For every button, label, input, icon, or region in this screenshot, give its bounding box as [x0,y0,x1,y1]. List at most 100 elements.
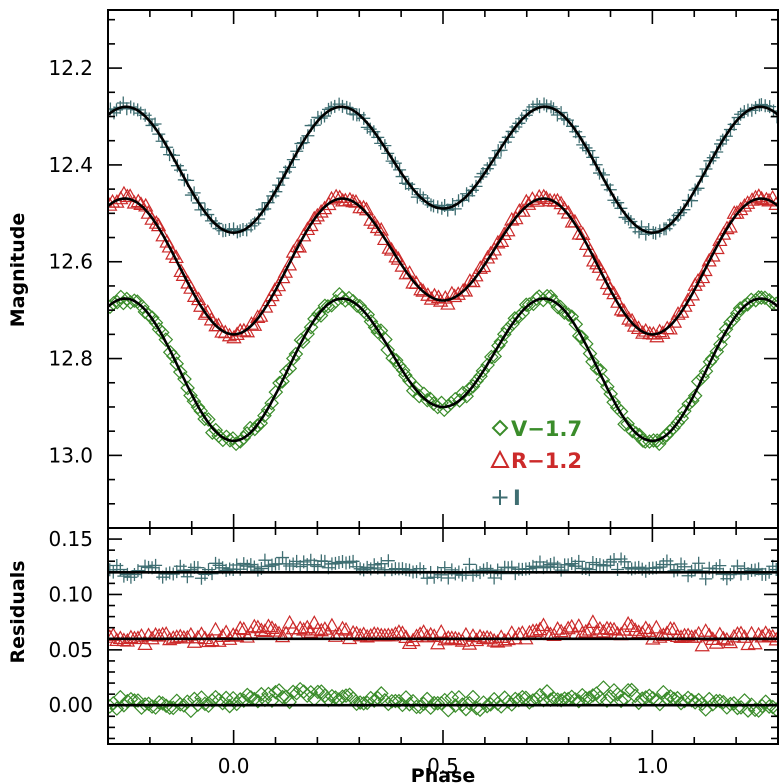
residual-point [680,627,696,642]
data-point [397,367,413,383]
residual-point [533,555,547,569]
residual-point [504,697,520,712]
residual-point [540,559,554,573]
residual-point [289,685,305,701]
residual-point [455,697,470,712]
residual-point [215,695,230,711]
residual-point [699,572,713,586]
residual-point [565,557,579,571]
data-point [205,425,220,440]
data-point [422,391,438,407]
data-point [281,256,298,271]
data-point [561,307,576,322]
data-point [690,273,706,287]
residual-point [483,697,498,712]
residual-point [403,563,416,577]
residual-point [708,635,724,649]
data-point [291,238,308,253]
residual-point [593,558,607,572]
residual-point [310,684,326,700]
data-point [465,378,481,394]
residual-point [285,684,301,700]
residual-point [281,614,298,629]
residual-point [578,623,594,638]
residual-point [614,552,628,566]
data-point [108,299,118,315]
residual-point [433,695,449,711]
residual-point [553,692,569,708]
data-point [295,334,311,349]
residual-point [321,692,336,708]
data-point [659,428,674,443]
residual-point [200,633,217,648]
data-point [390,250,407,265]
residual-point [748,563,762,577]
data-point [486,241,503,256]
residual-point [539,684,555,699]
residual-point [671,563,684,577]
residual-point [751,703,766,718]
data-point [500,321,516,337]
residual-point [624,682,640,698]
residual-point [571,693,587,709]
data-point [250,418,265,433]
data-point [469,373,484,389]
residual-point [595,623,612,638]
residual-point [296,621,312,636]
data-point [268,384,284,400]
data-point [610,294,626,308]
data-point [270,277,287,292]
y-tick-label: 12.2 [48,56,93,80]
data-point [591,259,607,273]
legend-marker-diamond [491,419,509,437]
residual-point [461,636,478,650]
data-point [582,243,598,257]
data-point [313,308,329,323]
residual-point [179,629,196,644]
residual-point [339,556,353,570]
residual-point [726,628,742,643]
model-curve-V-1.7 [108,297,778,443]
residual-point [384,627,400,642]
data-point [568,316,584,332]
residual-point [585,614,601,628]
data-point [666,313,683,328]
residual-point [522,695,537,710]
light-curve-panel: 12.2 12.4 12.6 12.8 13.0 Magnitude V−1.7… [7,9,779,529]
data-point [225,431,241,446]
data-point [165,245,181,260]
residual-point [119,632,136,647]
residual-point [613,693,629,709]
data-point [617,416,632,432]
residual-point [487,571,501,585]
data-point [718,321,734,337]
data-point [491,338,506,354]
light-curve-data [108,96,778,452]
data-point [332,189,348,204]
residual-point [572,554,586,568]
residual-point [765,628,778,643]
data-point [694,269,711,284]
residual-point [176,698,192,713]
residual-point [149,558,163,572]
data-point [169,356,185,372]
data-point [684,393,700,409]
residual-point [618,555,632,569]
data-point [500,222,516,237]
residual-point [416,696,431,712]
data-point [695,369,711,385]
data-point [158,332,174,347]
data-point [148,315,164,331]
data-point [313,203,329,218]
residual-point [127,693,142,708]
residual-point [244,558,258,572]
model-curve-I [108,105,778,235]
data-point [250,309,266,323]
data-point [511,309,527,324]
data-point [751,290,767,305]
y-tick-label: 12.4 [48,153,93,177]
residual-point [426,628,442,642]
residual-point [257,623,273,637]
residual-point [631,624,647,638]
residual-point [352,695,368,710]
